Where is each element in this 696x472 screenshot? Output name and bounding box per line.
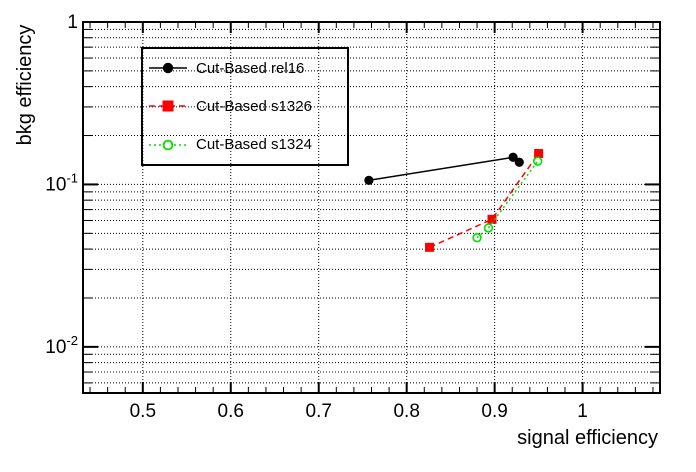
series-line-cut-based-s1326 bbox=[429, 153, 540, 248]
x-tick-label: 1 bbox=[577, 401, 588, 422]
legend: Cut-Based rel16 Cut-Based s1326 Cut-Base… bbox=[141, 47, 349, 166]
legend-marker bbox=[162, 62, 174, 74]
series-marker-cut-based-rel16 bbox=[364, 175, 374, 185]
series-marker-cut-based-s1326 bbox=[534, 149, 544, 159]
series-marker-cut-based-s1324 bbox=[483, 223, 494, 233]
legend-marker-filled-square-icon bbox=[149, 100, 187, 112]
legend-entry-rel16: Cut-Based rel16 bbox=[143, 57, 347, 79]
x-tick-label: 0.5 bbox=[130, 401, 156, 422]
legend-marker bbox=[162, 100, 174, 112]
legend-label: Cut-Based s1326 bbox=[196, 97, 312, 115]
y-tick-label: 10-1 bbox=[45, 170, 78, 195]
legend-marker-open-circle-icon bbox=[149, 139, 187, 151]
series-marker-cut-based-s1326 bbox=[425, 242, 435, 252]
x-axis-title: signal efficiency bbox=[517, 427, 658, 449]
x-tick-label: 0.6 bbox=[218, 401, 244, 422]
y-axis-title: bkg efficiency bbox=[14, 24, 36, 146]
series-line-cut-based-rel16 bbox=[368, 156, 520, 182]
y-tick-label: 10-2 bbox=[45, 333, 78, 358]
x-tick-label: 0.8 bbox=[393, 401, 419, 422]
series-marker-cut-based-s1324 bbox=[472, 232, 482, 243]
legend-entry-s1326: Cut-Based s1326 bbox=[143, 95, 347, 117]
legend-label: Cut-Based s1324 bbox=[196, 136, 312, 154]
series-marker-cut-based-s1324 bbox=[533, 156, 543, 166]
x-tick-label: 0.7 bbox=[306, 401, 332, 422]
y-tick-label: 1 bbox=[67, 12, 78, 33]
legend-marker bbox=[162, 139, 174, 151]
series-line-cut-based-s1324 bbox=[476, 160, 539, 239]
legend-entry-s1324: Cut-Based s1324 bbox=[143, 134, 347, 156]
x-tick-label: 0.9 bbox=[481, 401, 507, 422]
series-marker-cut-based-rel16 bbox=[514, 157, 524, 167]
legend-marker-filled-circle-icon bbox=[149, 62, 187, 74]
series-marker-cut-based-s1326 bbox=[487, 214, 497, 224]
legend-label: Cut-Based rel16 bbox=[196, 59, 305, 77]
series-marker-cut-based-rel16 bbox=[508, 152, 518, 162]
